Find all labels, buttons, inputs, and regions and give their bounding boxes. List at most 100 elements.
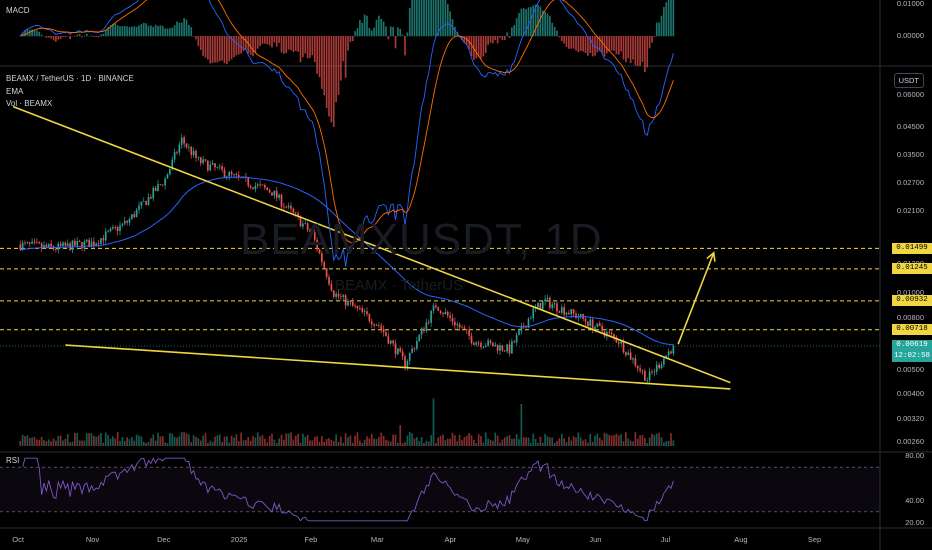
- macd-histogram-bar: [342, 36, 345, 62]
- price-level-badge[interactable]: 0.00932: [892, 295, 932, 307]
- candle-body: [292, 208, 295, 213]
- macd-histogram-bar: [202, 36, 204, 56]
- candle-body: [50, 243, 52, 247]
- macd-histogram-bar: [397, 27, 399, 37]
- volume-bar: [527, 437, 530, 446]
- macd-histogram-bar: [133, 26, 136, 37]
- volume-bar: [587, 442, 589, 446]
- volume-bar: [140, 436, 143, 446]
- volume-bar: [437, 437, 440, 446]
- volume-bar: [672, 440, 675, 446]
- macd-histogram-bar: [306, 36, 309, 59]
- candle-body: [515, 335, 518, 343]
- macd-histogram-bar: [477, 36, 480, 58]
- macd-histogram-bar: [183, 18, 185, 37]
- candle-body: [549, 297, 551, 308]
- candle-body: [100, 238, 102, 245]
- macd-histogram-bar: [401, 34, 404, 37]
- volume-bar: [254, 437, 257, 446]
- volume-bar: [226, 436, 228, 446]
- rsi-panel: [0, 457, 880, 522]
- projection-arrow: [677, 252, 715, 345]
- macd-histogram-bar: [370, 30, 373, 37]
- candle-body: [230, 171, 233, 175]
- volume-bar: [544, 434, 546, 446]
- candle-body: [247, 177, 250, 186]
- macd-histogram-bar: [36, 30, 38, 37]
- volume-bar: [278, 438, 280, 446]
- candle-body: [183, 137, 185, 144]
- price-level-badge[interactable]: 0.01499: [892, 242, 932, 254]
- macd-histogram-bar: [468, 36, 470, 50]
- macd-histogram-bar: [551, 22, 554, 37]
- volume-bar: [582, 440, 584, 446]
- candle-body: [107, 231, 109, 232]
- volume-bar: [349, 435, 352, 446]
- candle-body: [116, 227, 119, 231]
- macd-histogram-bar: [313, 36, 316, 63]
- ema-indicator-label[interactable]: EMA: [6, 87, 24, 96]
- macd-histogram-bar: [266, 36, 269, 45]
- candle-body: [164, 178, 166, 186]
- volume-bar: [104, 432, 107, 446]
- price-axis-tick: 0.00800: [896, 312, 924, 322]
- volume-bar: [90, 433, 93, 446]
- macd-histogram-bar: [465, 36, 468, 45]
- macd-histogram-bar: [655, 22, 658, 37]
- macd-histogram-bar: [195, 36, 197, 40]
- macd-histogram-bar: [45, 36, 48, 38]
- volume-bar: [50, 441, 52, 446]
- macd-histogram-bar: [503, 36, 506, 41]
- macd-histogram-bar: [382, 21, 385, 37]
- price-level-badge[interactable]: 0.00718: [892, 324, 932, 336]
- candle-body: [397, 348, 399, 355]
- candle-body: [658, 364, 660, 369]
- volume-bar: [482, 442, 485, 446]
- candle-body: [299, 216, 302, 227]
- macd-histogram-bar: [221, 36, 223, 61]
- volume-bar: [19, 440, 22, 446]
- candle-body: [356, 305, 359, 309]
- volume-bar: [95, 436, 98, 446]
- candle-body: [565, 312, 568, 315]
- upper-trendline: [12, 105, 731, 384]
- macd-histogram-bar: [297, 36, 299, 52]
- volume-bar: [625, 432, 627, 446]
- candle-body: [468, 329, 470, 336]
- candle-body: [347, 300, 349, 306]
- volume-bar: [337, 441, 340, 446]
- currency-button[interactable]: USDT: [893, 73, 924, 88]
- volume-bar: [268, 436, 271, 446]
- candle-body: [404, 356, 406, 368]
- macd-histogram-bar: [456, 31, 459, 37]
- macd-histogram-bar: [247, 36, 250, 54]
- candle-body: [579, 314, 582, 318]
- candle-body: [608, 331, 611, 333]
- macd-histogram-bar: [351, 36, 354, 42]
- candle-body: [131, 214, 133, 219]
- candle-body: [380, 325, 383, 330]
- volume-bar: [655, 433, 658, 446]
- symbol-title[interactable]: BEAMX / TetherUS · 1D · BINANCE: [6, 74, 134, 83]
- volume-indicator-label[interactable]: Vol · BEAMX: [6, 99, 53, 108]
- macd-histogram-bar: [135, 26, 138, 37]
- macd-histogram-bar: [354, 31, 356, 37]
- volume-bar: [40, 436, 43, 446]
- candle-body: [349, 300, 352, 303]
- price-axis-tick: 0.01000: [896, 288, 924, 298]
- candle-body: [328, 277, 330, 285]
- volume-bar: [209, 440, 212, 446]
- macd-histogram-bar: [102, 33, 105, 37]
- candle-body: [425, 322, 428, 332]
- volume-bar: [475, 443, 478, 446]
- macd-histogram-bar: [577, 36, 580, 53]
- price-level-badge[interactable]: 0.01245: [892, 263, 932, 275]
- macd-histogram-bar: [318, 36, 321, 78]
- volume-bar: [121, 436, 124, 446]
- candle-body: [672, 346, 675, 354]
- volume-bar: [461, 439, 463, 446]
- candle-body: [154, 187, 157, 192]
- candle-body: [449, 315, 451, 318]
- macd-histogram-bar: [475, 36, 478, 59]
